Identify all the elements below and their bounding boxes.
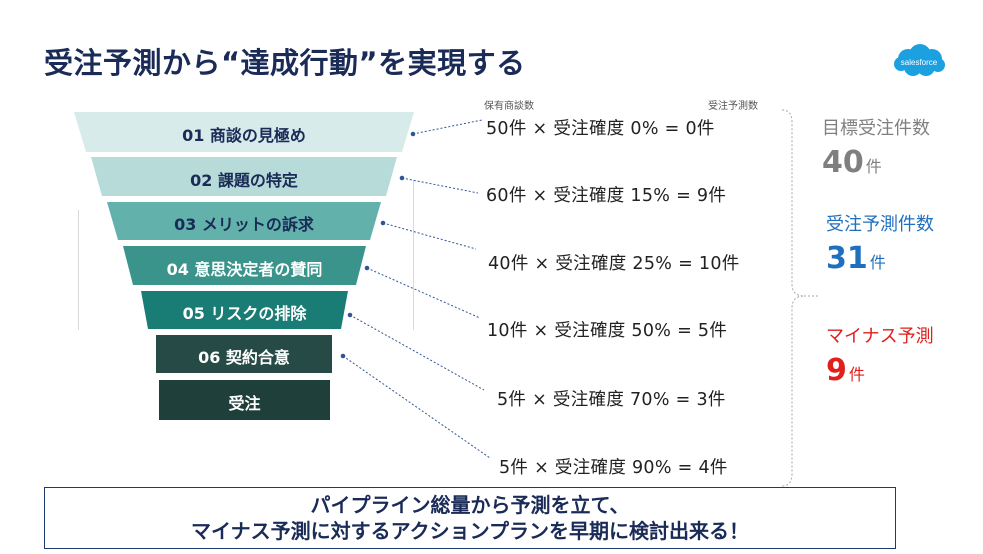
target-value: 40 件 xyxy=(822,145,882,180)
calc-row-4: 10件 × 受注確度 50% = 5件 xyxy=(487,321,728,341)
target-label: 目標受注件数 xyxy=(822,118,930,139)
funnel-stage-2-label: 02 課題の特定 xyxy=(190,171,298,190)
bottom-message-box: パイプライン総量から予測を立て、 マイナス予測に対するアクションプランを早期に検… xyxy=(44,487,896,549)
calc-row-1: 50件 × 受注確度 0% = 0件 xyxy=(486,119,715,139)
forecast-number: 31 xyxy=(826,241,868,276)
forecast-value: 31 件 xyxy=(826,241,886,276)
minus-label: マイナス予測 xyxy=(826,326,934,347)
funnel-stage-4-label: 04 意思決定者の賛同 xyxy=(166,260,323,279)
bottom-message-line-2: マイナス予測に対するアクションプランを早期に検討出来る！ xyxy=(191,519,749,543)
funnel-stage-6-shape xyxy=(156,335,332,373)
bottom-message-line-1: パイプライン総量から予測を立て、 xyxy=(310,493,630,517)
funnel-stage-4-shape xyxy=(123,246,366,285)
deals-column-header: 保有商談数 xyxy=(484,101,534,112)
logo-text: salesforce xyxy=(900,57,938,67)
calc-row-2: 60件 × 受注確度 15% = 9件 xyxy=(486,186,727,206)
forecast-label: 受注予測件数 xyxy=(826,214,934,235)
minus-unit: 件 xyxy=(848,365,865,384)
funnel-stage-6-label: 06 契約合意 xyxy=(198,348,290,367)
funnel-stage-7-shape xyxy=(159,380,330,420)
target-number: 40 xyxy=(822,145,864,180)
calc-row-5: 5件 × 受注確度 70% = 3件 xyxy=(497,390,726,410)
divider xyxy=(413,180,414,330)
funnel-stage-2-shape xyxy=(91,157,397,196)
target-unit: 件 xyxy=(865,157,882,176)
funnel-stage-5-shape xyxy=(141,291,348,329)
calc-row-6: 5件 × 受注確度 90% = 4件 xyxy=(499,458,728,478)
funnel-stage-3-label: 03 メリットの訴求 xyxy=(174,215,314,234)
calc-row-3: 40件 × 受注確度 25% = 10件 xyxy=(488,254,740,274)
divider xyxy=(78,210,79,330)
curly-brace xyxy=(781,109,818,487)
forecast-unit: 件 xyxy=(869,253,886,272)
salesforce-logo: salesforce xyxy=(893,43,945,79)
funnel-stage-3-shape xyxy=(107,202,381,240)
funnel-stage-7-label: 受注 xyxy=(228,394,261,413)
funnel-stage-1-shape xyxy=(74,112,414,152)
funnel-stage-1-label: 01 商談の見極め xyxy=(182,126,306,145)
minus-number: 9 xyxy=(826,353,847,388)
forecast-column-header: 受注予測数 xyxy=(708,101,758,112)
funnel-stage-5-label: 05 リスクの排除 xyxy=(182,304,307,323)
page-title: 受注予測から“達成行動”を実現する xyxy=(44,46,526,80)
